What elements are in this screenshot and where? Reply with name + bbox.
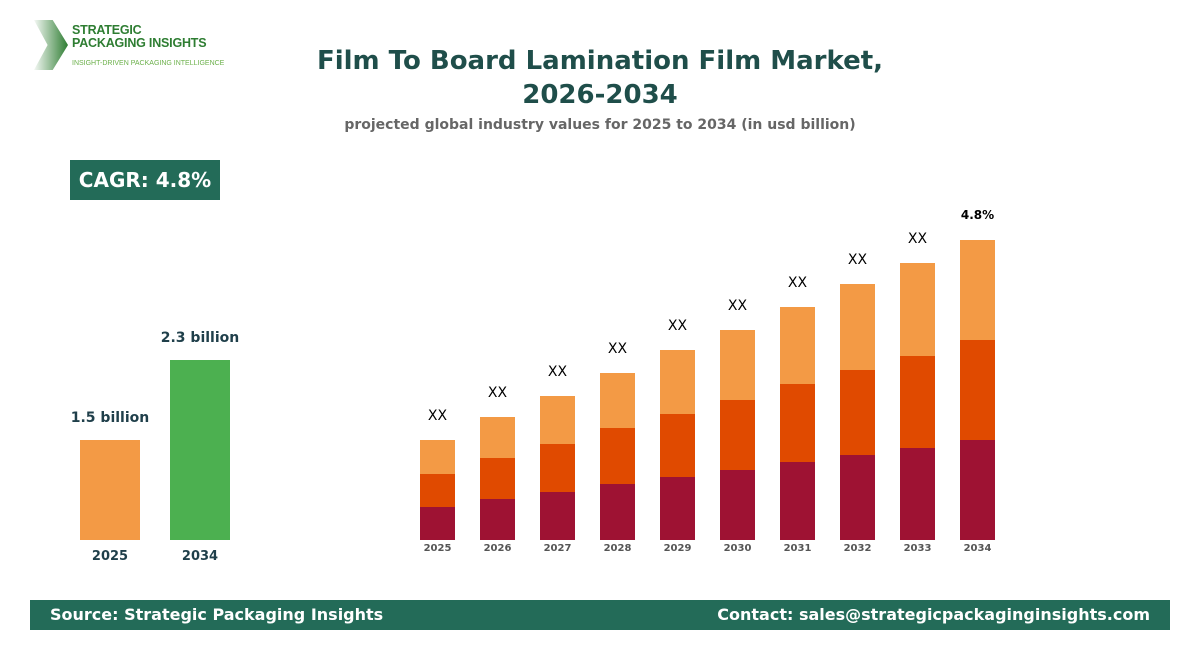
x-tick-2030: 2030 (724, 543, 752, 554)
bar-segment-2027-1 (540, 492, 575, 540)
data-label-2027: XX (548, 364, 568, 380)
bar-segment-2026-1 (480, 499, 515, 540)
logo-tagline: INSIGHT-DRIVEN PACKAGING INTELLIGENCE (72, 60, 225, 67)
data-label-2025: XX (428, 408, 448, 424)
page-subtitle: projected global industry values for 202… (344, 117, 856, 133)
bar-segment-2032-2 (840, 370, 875, 455)
bar-segment-2033-1 (900, 448, 935, 540)
bar-segment-2026-3 (480, 417, 515, 458)
bar-segment-2025-2 (420, 474, 455, 507)
x-tick-2032: 2032 (844, 543, 872, 554)
page-title: Film To Board Lamination Film Market, 20… (300, 44, 900, 112)
data-label-2029: XX (668, 318, 688, 334)
x-tick-2026: 2026 (484, 543, 512, 554)
footer: Source: Strategic Packaging Insights Con… (30, 600, 1170, 630)
bar-segment-2031-2 (780, 384, 815, 462)
x-tick-2029: 2029 (664, 543, 692, 554)
bar-segment-2027-2 (540, 444, 575, 492)
cagr-badge: CAGR: 4.8% (70, 160, 220, 200)
x-tick-2031: 2031 (784, 543, 812, 554)
bar-segment-2034-3 (960, 240, 995, 340)
bar-segment-2031-3 (780, 307, 815, 384)
data-label-2032: XX (848, 252, 868, 268)
data-label-2026: XX (488, 385, 508, 401)
bar-2025 (80, 440, 140, 540)
data-label-2031: XX (788, 275, 808, 291)
bar-segment-2034-2 (960, 340, 995, 440)
data-label-2025: 1.5 billion (71, 410, 149, 426)
x-tick-2028: 2028 (604, 543, 632, 554)
bar-segment-2028-2 (600, 428, 635, 484)
bar-segment-2034-1 (960, 440, 995, 540)
data-label-2030: XX (728, 298, 748, 314)
bar-segment-2026-2 (480, 458, 515, 499)
title-line2: 2026-2034 (522, 80, 678, 110)
x-tick-2027: 2027 (544, 543, 572, 554)
x-tick-2025: 2025 (424, 543, 452, 554)
x-tick-2034: 2034 (182, 549, 218, 564)
bar-segment-2033-3 (900, 263, 935, 356)
bar-segment-2030-1 (720, 470, 755, 540)
bar-segment-2028-3 (600, 373, 635, 428)
bar-segment-2025-1 (420, 507, 455, 540)
bar-segment-2027-3 (540, 396, 575, 444)
x-tick-2025: 2025 (92, 549, 128, 564)
contact-link[interactable]: Contact: sales@strategicpackaginginsight… (717, 605, 1150, 624)
x-tick-2033: 2033 (904, 543, 932, 554)
bar-segment-2030-3 (720, 330, 755, 400)
bar-segment-2029-3 (660, 350, 695, 414)
bar-segment-2032-1 (840, 455, 875, 540)
bar-segment-2032-3 (840, 284, 875, 370)
x-tick-2034: 2034 (964, 543, 992, 554)
data-label-2034: 2.3 billion (161, 330, 239, 346)
logo-name-line2: PACKAGING INSIGHTS (72, 36, 207, 50)
title-line1: Film To Board Lamination Film Market, (316, 46, 884, 76)
bar-segment-2025-3 (420, 440, 455, 474)
logo: STRATEGIC PACKAGING INSIGHTS INSIGHT-DRI… (30, 20, 230, 72)
data-label-2028: XX (608, 341, 628, 357)
data-label-2034: 4.8% (961, 208, 994, 222)
logo-name-line1: STRATEGIC (72, 23, 142, 37)
bar-2034 (170, 360, 230, 540)
bar-segment-2030-2 (720, 400, 755, 470)
bar-segment-2029-2 (660, 414, 695, 477)
bar-segment-2033-2 (900, 356, 935, 448)
bar-segment-2031-1 (780, 462, 815, 540)
bar-segment-2028-1 (600, 484, 635, 540)
source-text: Source: Strategic Packaging Insights (50, 605, 384, 624)
bar-segment-2029-1 (660, 477, 695, 540)
data-label-2033: XX (908, 231, 928, 247)
